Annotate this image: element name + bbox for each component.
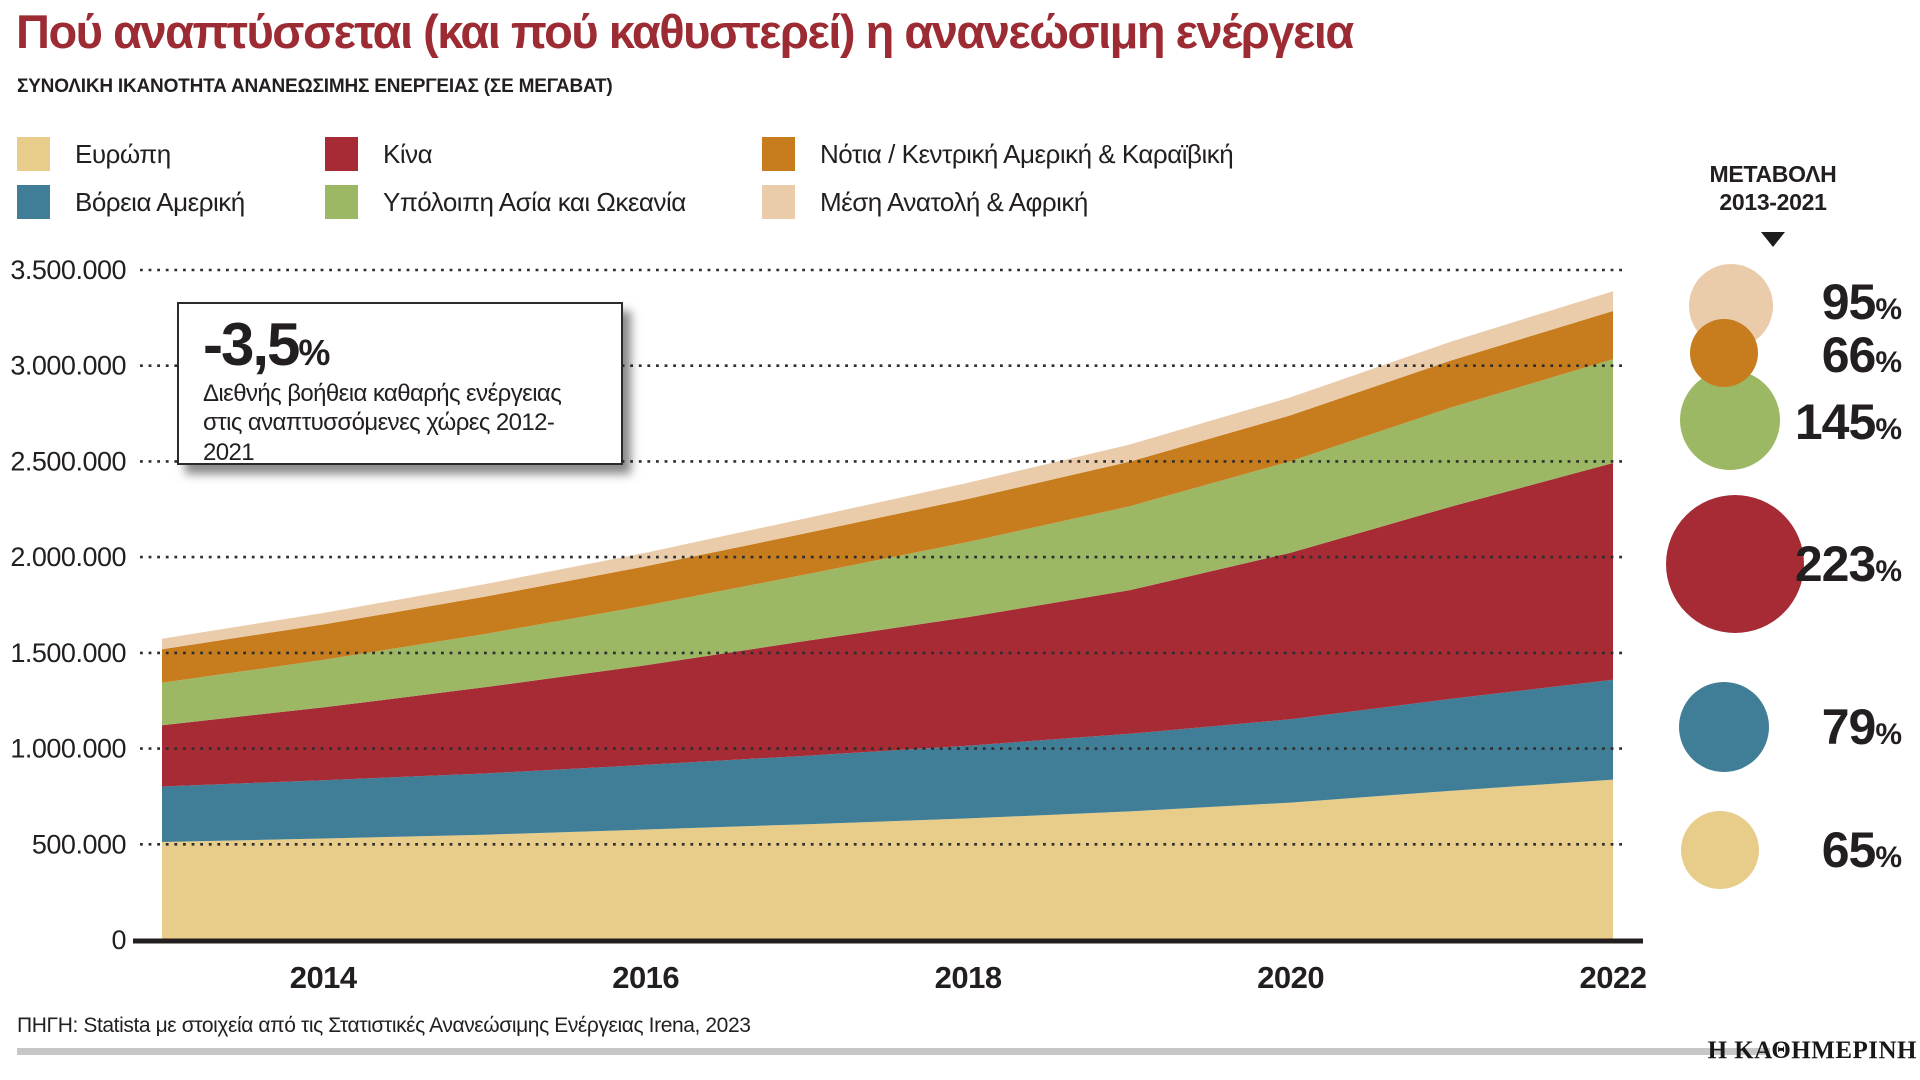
y-tick-label: 1.500.000 bbox=[10, 638, 126, 668]
badge-percent-sign: % bbox=[1875, 346, 1902, 379]
legend-swatch-north-america bbox=[17, 185, 50, 219]
legend-item-europe: Ευρώπη bbox=[17, 137, 171, 171]
legend-swatch-asia-oceania bbox=[325, 185, 358, 219]
y-tick-label: 2.500.000 bbox=[10, 446, 126, 476]
change-badge-circle-europe bbox=[1681, 811, 1759, 889]
legend-label: Βόρεια Αμερική bbox=[75, 186, 245, 217]
change-panel-title-line2: 2013-2021 bbox=[1719, 189, 1827, 216]
change-badge-label-asia-oceania: 145% bbox=[1795, 394, 1902, 463]
legend-swatch-europe bbox=[17, 137, 50, 171]
legend-item-middle-east-africa: Μέση Ανατολή & Αφρική bbox=[762, 185, 1088, 219]
change-badge-label-middle-east-africa: 95% bbox=[1822, 274, 1902, 343]
y-tick-labels: 0 500.000 1.000.000 1.500.000 2.000.000 2.500… bbox=[10, 255, 126, 955]
badge-number: 223 bbox=[1794, 536, 1876, 592]
annotation-box: -3,5% Διεθνής βοήθεια καθαρής ενέργειας … bbox=[177, 302, 623, 466]
legend-item-asia-oceania: Υπόλοιπη Ασία και Ωκεανία bbox=[325, 185, 686, 219]
x-tick-label: 2022 bbox=[1580, 960, 1647, 995]
legend-swatch-south-central-america bbox=[762, 137, 795, 171]
change-badge-label-north-america: 79% bbox=[1822, 699, 1902, 768]
change-badge-circle-north-america bbox=[1679, 682, 1769, 772]
y-tick-label: 500.000 bbox=[32, 829, 126, 859]
change-badge-circle-asia-oceania bbox=[1680, 370, 1780, 470]
area-europe bbox=[162, 779, 1613, 940]
change-badge-label-china: 223% bbox=[1795, 536, 1902, 605]
y-tick-label: 2.000.000 bbox=[10, 542, 126, 572]
area-series-group bbox=[162, 291, 1613, 940]
legend-item-south-central-america: Νότια / Κεντρική Αμερική & Καραϊβική bbox=[762, 137, 1234, 171]
legend-label: Υπόλοιπη Ασία και Ωκεανία bbox=[383, 186, 686, 217]
source-line: ΠΗΓΗ: Statista με στοιχεία από τις Στατι… bbox=[17, 1014, 751, 1037]
annotation-number: -3,5 bbox=[203, 311, 300, 378]
triangle-down-icon bbox=[1761, 232, 1785, 247]
legend-label: Νότια / Κεντρική Αμερική & Καραϊβική bbox=[820, 138, 1234, 169]
badge-percent-sign: % bbox=[1875, 413, 1902, 446]
badge-number: 79 bbox=[1821, 699, 1877, 755]
annotation-text: Διεθνής βοήθεια καθαρής ενέργειας στις α… bbox=[203, 380, 562, 466]
badge-percent-sign: % bbox=[1875, 841, 1902, 874]
badge-number: 66 bbox=[1821, 327, 1877, 383]
area-north_america bbox=[162, 679, 1613, 842]
change-badge-circle-china bbox=[1666, 495, 1804, 633]
badge-number: 145 bbox=[1794, 394, 1876, 450]
legend-swatch-china bbox=[325, 137, 358, 171]
x-tick-label: 2016 bbox=[612, 960, 679, 995]
area-asia_oceania bbox=[162, 359, 1613, 726]
y-tick-label: 3.500.000 bbox=[10, 255, 126, 285]
x-tick-label: 2018 bbox=[935, 960, 1002, 995]
change-badge-circle-south-central-america bbox=[1690, 319, 1758, 387]
badge-number: 95 bbox=[1821, 274, 1877, 330]
legend-label: Ευρώπη bbox=[75, 138, 171, 169]
x-tick-label: 2014 bbox=[290, 960, 358, 995]
change-badge-label-south-central-america: 66% bbox=[1822, 327, 1902, 396]
legend-label: Μέση Ανατολή & Αφρική bbox=[820, 186, 1088, 217]
y-tick-label: 3.000.000 bbox=[10, 351, 126, 381]
gridlines bbox=[140, 268, 1622, 846]
publisher-logo: Η ΚΑΘΗΜΕΡΙΝΗ bbox=[1707, 1037, 1917, 1064]
change-panel-header: ΜΕΤΑΒΟΛΗ 2013-2021 bbox=[1683, 160, 1863, 216]
footer-rule bbox=[17, 1048, 1770, 1055]
x-tick-label: 2020 bbox=[1257, 960, 1324, 995]
annotation-value: -3,5% bbox=[203, 314, 597, 375]
page-subtitle: ΣΥΝΟΛΙΚΗ ΙΚΑΝΟΤΗΤΑ ΑΝΑΝΕΩΣΙΜΗΣ ΕΝΕΡΓΕΙΑΣ… bbox=[17, 76, 613, 97]
badge-percent-sign: % bbox=[1875, 293, 1902, 326]
area-south_central_america bbox=[162, 311, 1613, 683]
badge-percent-sign: % bbox=[1875, 718, 1902, 751]
y-tick-label: 0 bbox=[111, 925, 126, 955]
change-badge-label-europe: 65% bbox=[1822, 822, 1902, 891]
legend-item-north-america: Βόρεια Αμερική bbox=[17, 185, 245, 219]
change-panel-title-line1: ΜΕΤΑΒΟΛΗ bbox=[1709, 161, 1837, 187]
legend-item-china: Κίνα bbox=[325, 137, 433, 171]
x-tick-labels: 2014 2016 2018 2020 2022 bbox=[290, 960, 1647, 995]
area-china bbox=[162, 463, 1613, 787]
page-title: Πού αναπτύσσεται (και πού καθυστερεί) η … bbox=[16, 5, 1354, 58]
legend-swatch-middle-east-africa bbox=[762, 185, 795, 219]
annotation-percent-sign: % bbox=[298, 332, 331, 373]
badge-percent-sign: % bbox=[1875, 555, 1902, 588]
legend-label: Κίνα bbox=[383, 138, 433, 169]
badge-number: 65 bbox=[1821, 822, 1877, 878]
y-tick-label: 1.000.000 bbox=[10, 734, 126, 764]
